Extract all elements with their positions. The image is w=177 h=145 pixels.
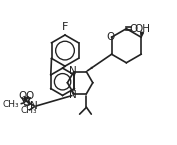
Text: O: O (18, 91, 26, 101)
Text: F: F (62, 22, 68, 32)
Text: N: N (69, 66, 77, 76)
Text: ·: · (88, 60, 93, 78)
Text: O: O (26, 91, 34, 101)
Text: CH₃: CH₃ (3, 100, 19, 109)
Text: N: N (69, 90, 77, 100)
Text: CH₃: CH₃ (21, 106, 37, 115)
Text: OH: OH (134, 24, 150, 34)
Text: O: O (107, 32, 115, 42)
Text: O: O (130, 24, 138, 34)
Polygon shape (141, 32, 144, 37)
Text: S: S (22, 96, 30, 109)
Text: N: N (30, 101, 38, 111)
